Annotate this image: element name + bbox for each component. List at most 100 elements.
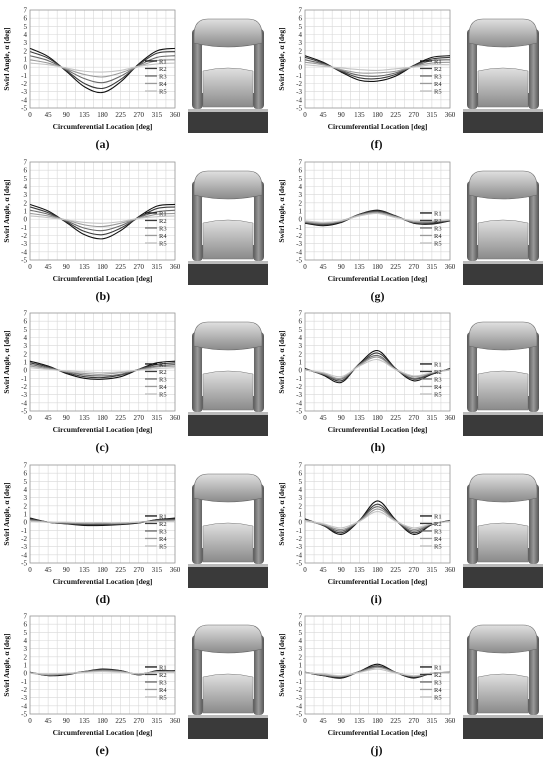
- y-tick-label: -5: [296, 257, 302, 265]
- y-tick-label: 4: [299, 637, 303, 645]
- base-plate: [188, 566, 268, 588]
- right-pillar: [528, 181, 539, 261]
- legend-label: R3: [159, 528, 167, 535]
- y-tick-label: 5: [24, 629, 28, 637]
- y-tick-label: 3: [24, 39, 28, 47]
- series-group: [304, 350, 451, 384]
- x-tick-label: 225: [390, 717, 401, 725]
- y-tick-label: 2: [299, 350, 303, 358]
- y-tick-label: 7: [299, 7, 303, 15]
- legend-label: R4: [159, 233, 167, 240]
- y-tick-label: 6: [299, 621, 303, 629]
- x-tick-label: 360: [445, 717, 456, 725]
- top-cap: [468, 18, 538, 48]
- y-tick-label: -3: [296, 543, 302, 551]
- y-axis-label: Swirl Angle, α [deg]: [277, 179, 286, 242]
- left-pillar: [467, 29, 478, 109]
- y-tick-label: 0: [24, 670, 28, 678]
- left-pillar: [192, 332, 203, 412]
- flow-render-image: [188, 321, 268, 436]
- x-tick-label: 90: [63, 414, 71, 422]
- y-tick-label: 5: [24, 478, 28, 486]
- legend-label: R3: [159, 73, 167, 80]
- top-cap: [468, 624, 538, 654]
- legend-label: R2: [159, 66, 167, 73]
- y-tick-label: 6: [299, 318, 303, 326]
- x-tick-label: 180: [372, 717, 383, 725]
- y-tick-label: 2: [299, 653, 303, 661]
- base-edge: [463, 109, 543, 112]
- y-tick-label: -1: [21, 678, 27, 686]
- grid: [29, 615, 176, 715]
- x-tick-label: 315: [152, 717, 163, 725]
- x-tick-label: 0: [28, 263, 32, 271]
- base-edge: [188, 109, 268, 112]
- legend-label: R3: [434, 376, 442, 383]
- x-tick-label: 45: [45, 717, 53, 725]
- legend-label: R1: [159, 513, 167, 520]
- flow-render-image: [188, 473, 268, 588]
- x-axis: 0 45 90 135 180 225 270 315 360: [303, 717, 456, 725]
- legend-label: R5: [159, 240, 167, 247]
- x-tick-label: 90: [63, 111, 71, 119]
- grid: [304, 615, 451, 715]
- x-axis: 0 45 90 135 180 225 270 315 360: [28, 566, 181, 574]
- x-axis: 0 45 90 135 180 225 270 315 360: [303, 111, 456, 119]
- y-tick-label: 1: [299, 359, 303, 367]
- left-pillar: [192, 29, 203, 109]
- grid: [304, 312, 451, 412]
- top-cap: [193, 321, 263, 351]
- x-tick-label: 45: [320, 566, 328, 574]
- y-tick-label: -1: [21, 527, 27, 535]
- x-tick-label: 225: [115, 111, 126, 119]
- y-tick-label: 6: [24, 470, 28, 478]
- x-axis-label: Circumferential Location [deg]: [53, 577, 153, 586]
- right-pillar: [528, 29, 539, 109]
- series-group: [29, 517, 176, 527]
- x-tick-label: 135: [354, 566, 365, 574]
- left-pillar: [192, 484, 203, 564]
- y-tick-label: -4: [21, 702, 27, 710]
- y-tick-label: -4: [296, 248, 302, 256]
- y-tick-label: -4: [296, 551, 302, 559]
- x-tick-label: 270: [134, 717, 145, 725]
- top-cap: [193, 624, 263, 654]
- x-tick-label: 0: [303, 566, 307, 574]
- x-tick-label: 45: [45, 414, 53, 422]
- x-axis: 0 45 90 135 180 225 270 315 360: [303, 263, 456, 271]
- series-line-r5: [29, 520, 176, 524]
- base-edge: [463, 564, 543, 567]
- y-tick-label: -2: [296, 232, 302, 240]
- series-line-r1: [29, 203, 176, 240]
- legend-label: R3: [159, 376, 167, 383]
- series-line-r3: [304, 354, 451, 381]
- y-tick-label: 7: [24, 310, 28, 318]
- y-tick-label: 5: [299, 629, 303, 637]
- y-tick-label: 0: [299, 519, 303, 527]
- x-tick-label: 360: [170, 414, 181, 422]
- x-tick-label: 315: [427, 717, 438, 725]
- y-tick-label: 0: [24, 367, 28, 375]
- y-tick-label: -3: [296, 88, 302, 96]
- x-tick-label: 135: [79, 414, 90, 422]
- x-tick-label: 180: [372, 566, 383, 574]
- x-tick-label: 180: [372, 111, 383, 119]
- grid: [29, 464, 176, 564]
- flow-render-image: [188, 624, 268, 739]
- x-tick-label: 135: [354, 111, 365, 119]
- left-pillar: [467, 635, 478, 715]
- y-tick-label: 7: [24, 613, 28, 621]
- y-tick-label: 0: [299, 216, 303, 224]
- y-tick-label: 5: [24, 326, 28, 334]
- y-tick-label: 5: [299, 175, 303, 183]
- y-tick-label: 7: [299, 462, 303, 470]
- legend-label: R2: [159, 672, 167, 679]
- legend-label: R5: [434, 391, 442, 398]
- flow-render-image: [463, 170, 543, 285]
